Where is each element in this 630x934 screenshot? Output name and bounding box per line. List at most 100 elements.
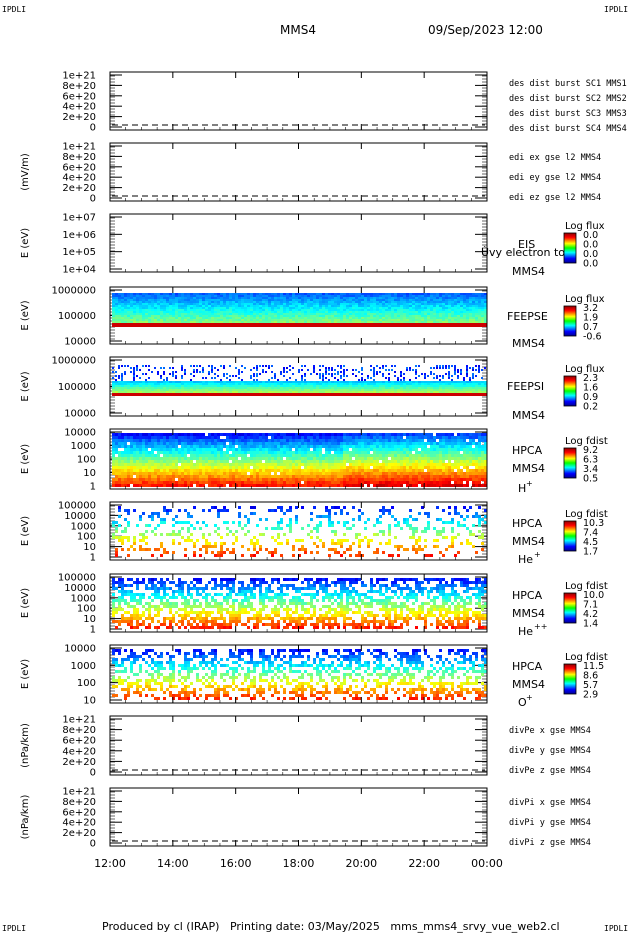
spectrogram-cell [223,433,226,436]
spectrogram-cell [241,457,244,460]
spectrogram-cell [193,469,196,472]
spectrogram-cell [475,385,478,387]
spectrogram-cell [298,301,301,303]
spectrogram-cell [394,385,397,387]
spectrogram-cell [169,454,172,457]
spectrogram-cell [145,319,148,321]
spectrogram-cell [193,445,196,448]
spectrogram-cell [271,317,274,319]
spectrogram-cell [379,387,382,389]
spectrogram-cell [295,393,298,396]
spectrogram-cell [400,371,402,373]
spectrogram-cell [478,321,481,323]
spectrogram-cell [280,317,283,319]
spectrogram-cell [439,319,442,321]
spectrogram-cell [319,377,321,379]
spectrogram-cell [274,484,277,487]
spectrogram-cell [151,295,154,297]
spectrogram-cell [304,387,307,389]
spectrogram-cell [151,454,154,457]
spectrogram-cell [175,307,178,309]
spectrogram-cell [229,301,232,303]
spectrogram-cell [214,309,217,311]
spectrogram-cell [466,323,469,327]
spectrogram-cell [181,457,184,460]
spectrogram-cell [172,484,175,487]
spectrogram-cell [232,469,235,472]
spectrogram-cell [199,433,202,436]
spectrogram-cell [133,436,136,439]
spectrogram-cell [409,311,412,313]
spectrogram-cell [232,481,235,484]
spectrogram-cell [337,317,340,319]
spectrogram-cell [388,389,391,391]
spectrogram-cell [418,309,421,311]
spectrogram-cell [433,301,436,303]
spectrogram-cell [118,484,121,487]
spectrogram-cell [334,313,337,315]
spectrogram-cell [199,305,202,307]
spectrogram-cell [475,323,478,327]
spectrogram-cell [403,393,406,396]
spectrogram-cell [298,299,301,301]
spectrogram-cell [313,315,316,317]
spectrogram-cell [157,391,160,393]
spectrogram-cell [247,439,250,442]
spectrogram-cell [193,311,196,313]
spectrogram-cell [232,466,235,469]
spectrogram-cell [280,299,283,301]
spectrogram-cell [325,387,328,389]
spectrogram-cell [118,472,121,475]
spectrogram-cell [340,301,343,303]
spectrogram-cell [331,293,334,295]
spectrogram-cell [388,293,391,295]
spectrogram-cell [199,313,202,315]
spectrogram-cell [478,303,481,305]
spectrogram-cell [226,381,229,383]
spectrogram-cell [202,478,205,481]
spectrogram-cell [205,389,208,391]
spectrogram-cell [142,381,145,383]
spectrogram-cell [283,295,286,297]
spectrogram-cell [289,439,292,442]
spectrogram-cell [172,451,175,454]
spectrogram-cell [223,375,225,377]
spectrogram-cell [256,389,259,391]
spectrogram-cell [442,319,445,321]
spectrogram-cell [463,377,465,379]
spectrogram-cell [373,305,376,307]
spectrogram-cell [406,387,409,389]
spectrogram-cell [265,481,268,484]
spectrogram-cell [472,377,474,379]
spectrogram-cell [451,305,454,307]
spectrogram-cell [388,377,390,379]
spectrogram-cell [127,365,129,367]
spectrogram-cell [340,365,342,367]
spectrogram-cell [328,301,331,303]
spectrogram-cell [355,295,358,297]
spectrogram-cell [310,433,313,436]
spectrogram-cell [286,439,289,442]
spectrogram-cell [253,469,256,472]
spectrogram-cell [382,323,385,327]
spectrogram-cell [145,463,148,466]
spectrogram-cell [364,315,367,317]
spectrogram-cell [340,319,343,321]
spectrogram-cell [388,313,391,315]
spectrogram-cell [136,393,139,396]
spectrogram-cell [295,307,298,309]
spectrogram-cell [130,389,133,391]
spectrogram-cell [130,469,133,472]
spectrogram-cell [241,393,244,396]
spectrogram-cell [370,381,373,383]
spectrogram-cell [472,385,475,387]
spectrogram-cell [241,445,244,448]
spectrogram-cell [328,309,331,311]
spectrogram-cell [169,373,171,375]
spectrogram-cell [331,295,334,297]
spectrogram-cell [325,319,328,321]
spectrogram-cell [259,311,262,313]
spectrogram-cell [421,391,424,393]
spectrogram-cell [325,293,328,295]
spectrogram-cell [157,484,160,487]
